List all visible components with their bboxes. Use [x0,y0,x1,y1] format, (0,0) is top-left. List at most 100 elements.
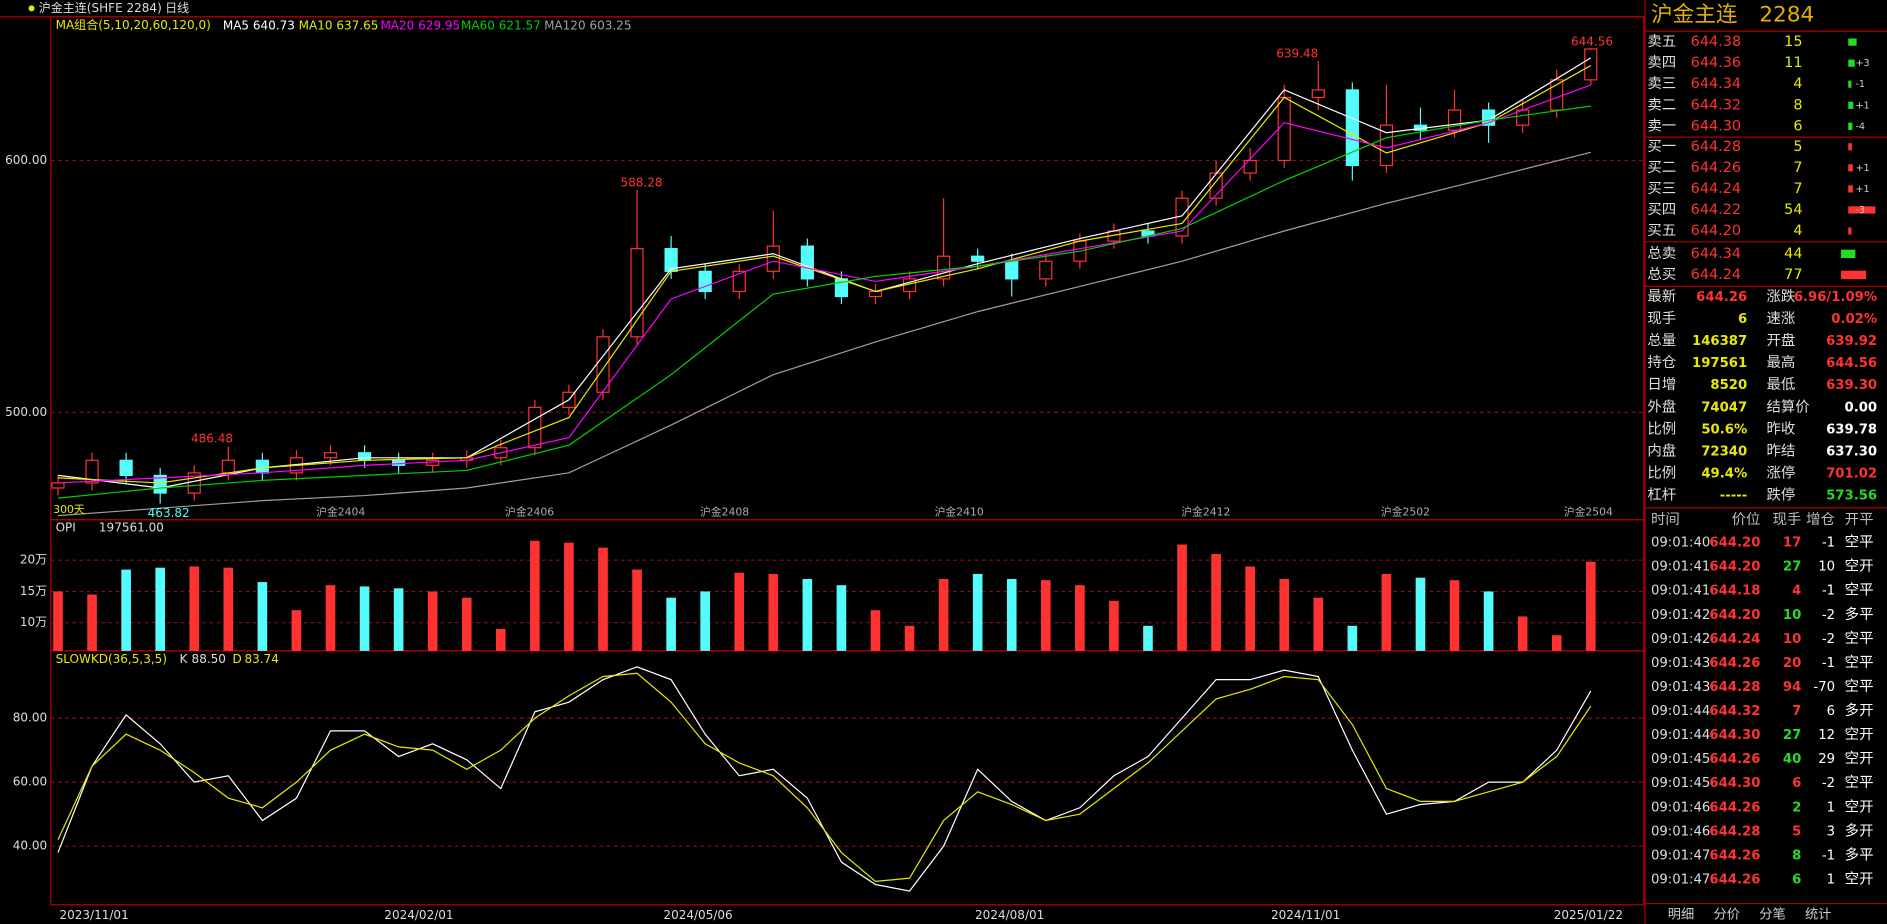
bottom-tab[interactable]: 明细 [1668,906,1694,922]
opi-bar [1211,553,1221,651]
tick-cell: 644.30 [1709,728,1760,743]
opi-bar [1279,578,1290,651]
candle-body [698,270,712,293]
tick-cell: -2 [1822,776,1835,791]
tick-cell: 09:01:45 [1651,752,1710,767]
candle-body [119,459,133,477]
tick-cell: 空平 [1845,678,1874,695]
stat-value: 8520 [1710,378,1747,393]
candle-body [971,255,985,262]
opi-bar [1177,544,1187,651]
stat-label: 昨收 [1766,420,1795,437]
tick-cell: -1 [1822,536,1835,551]
quote-code: 2284 [1759,3,1814,28]
stat-value: 701.02 [1826,466,1877,481]
ma-name: MA20 [380,18,414,32]
book-bar [1848,59,1855,67]
tick-cell: 空开 [1845,726,1874,743]
kd-d-value: 83.74 [244,652,278,666]
kd-panel [50,650,1645,906]
ma-value: 640.73 [253,18,295,32]
opi-name: OPI [56,521,76,535]
tick-column-header: 开平 [1845,512,1874,528]
book-bar [1848,164,1853,172]
tick-cell: 644.26 [1709,752,1760,767]
book-price: 644.22 [1691,202,1741,218]
bottom-tab[interactable]: 分价 [1714,906,1740,922]
book-price: 644.30 [1691,118,1741,134]
tick-cell: 10 [1783,608,1801,623]
tick-cell: 空平 [1845,534,1874,551]
tick-cell: 10 [1818,560,1835,575]
tick-cell: 空开 [1845,558,1874,575]
stat-label: 持仓 [1647,354,1676,371]
candle-body [255,459,269,474]
ma-legend-item: MA120 603.25 [544,18,631,32]
ma-legend-item: MA5 640.73 [223,18,295,32]
tick-cell: 644.28 [1709,680,1760,695]
opi-bar [155,567,165,651]
opi-bar [1075,585,1085,651]
tick-cell: 644.26 [1709,800,1760,815]
stat-label: 日增 [1647,376,1676,393]
stat-label: 速涨 [1766,310,1795,327]
opi-bar [1109,600,1119,651]
bottom-tab[interactable]: 分笔 [1759,906,1785,922]
tick-cell: 10 [1783,632,1801,647]
tick-cell: 1 [1827,872,1835,887]
total-bar [1841,249,1856,259]
opi-bar [700,591,710,651]
stat-label: 涨跌 [1766,288,1795,305]
stat-value: 50.6% [1701,422,1747,437]
bottom-tab[interactable]: 统计 [1805,906,1831,922]
contract-label: 沪金2502 [1381,505,1430,519]
candle-body [596,336,610,393]
tick-cell: 5 [1792,824,1801,839]
opi-bar [1585,561,1596,651]
stat-label: 比例 [1647,420,1676,437]
price-annotation: 486.48 [191,432,233,446]
tick-cell: 空开 [1845,750,1874,767]
candle-body [800,245,814,280]
opi-bar [325,585,336,651]
candle-body [1039,260,1053,280]
price-tick-label: 500.00 [5,405,47,419]
tick-column-header: 现手 [1772,511,1801,528]
tick-cell: 644.18 [1709,584,1760,599]
tick-cell: 09:01:44 [1651,728,1710,743]
opi-bar [1551,635,1562,651]
period-selector[interactable]: 日线 [165,1,189,15]
tick-cell: 多平 [1845,846,1874,863]
opi-bar [564,542,574,651]
date-label: 2024/11/01 [1271,908,1340,922]
tick-cell: 空平 [1845,630,1874,647]
tick-cell: 09:01:47 [1651,848,1710,863]
book-volume: 5 [1793,139,1802,155]
date-label: 2024/05/06 [663,908,732,922]
book-bar [1848,143,1852,151]
date-label: 2025/01/22 [1554,908,1623,922]
opi-bar [938,578,949,651]
book-change: +1 [1855,100,1869,111]
stat-value: 0.00 [1844,400,1877,415]
stat-label: 最低 [1766,376,1795,393]
tick-cell: 1 [1827,800,1835,815]
ma-legend-label[interactable]: MA组合(5,10,20,60,120,0) [56,17,211,32]
kd-tick-label: 80.00 [13,711,47,725]
book-price: 644.26 [1691,160,1741,176]
candle-body [323,452,338,459]
opi-bar [666,597,676,651]
price-tick-label: 600.00 [5,153,47,167]
tick-cell: 644.32 [1709,704,1760,719]
total-volume: 77 [1784,267,1802,283]
stat-value: 197561 [1692,356,1747,371]
date-label: 2023/11/01 [59,908,128,922]
stat-label: 昨结 [1766,442,1795,459]
book-bar [1848,80,1852,88]
tick-cell: -2 [1822,608,1835,623]
candle-body [85,459,99,484]
total-price: 644.34 [1691,246,1741,262]
candle-body [357,452,372,461]
book-label: 买五 [1647,222,1676,239]
